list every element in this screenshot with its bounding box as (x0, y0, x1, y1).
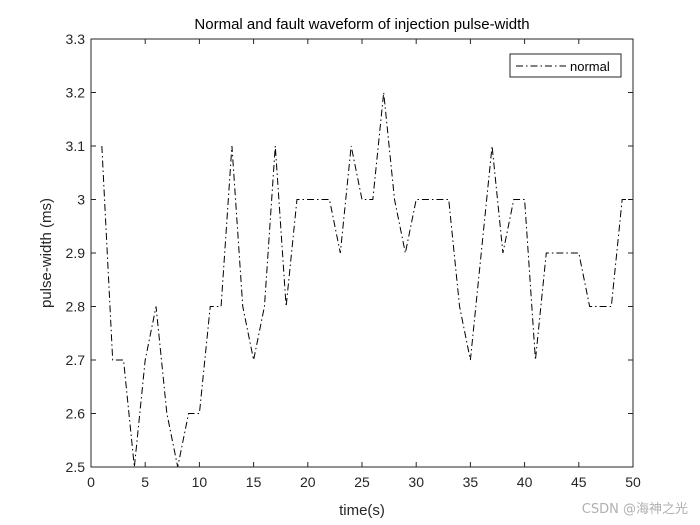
x-tick-label: 5 (141, 474, 149, 490)
y-tick-label: 3 (77, 192, 85, 208)
legend-label-normal: normal (570, 59, 610, 74)
plot-area (91, 39, 633, 467)
y-tick-label: 2.6 (66, 406, 86, 422)
y-tick-label: 2.5 (66, 459, 86, 475)
x-tick-label: 35 (463, 474, 479, 490)
x-tick-label: 40 (517, 474, 533, 490)
y-tick-label: 2.7 (66, 352, 86, 368)
x-tick-label: 0 (87, 474, 95, 490)
y-tick-labels: 2.5 2.6 2.7 2.8 2.9 3 3.1 3.2 3.3 (66, 31, 86, 475)
plot-frame (90, 38, 634, 468)
y-axis-title: pulse-width (ms) (38, 198, 55, 308)
legend: normal (509, 53, 622, 78)
x-tick-label: 45 (571, 474, 587, 490)
series-group (101, 92, 633, 468)
x-tick-label: 30 (408, 474, 424, 490)
x-tick-label: 20 (300, 474, 316, 490)
y-tick-label: 3.3 (66, 31, 86, 47)
y-tick-label: 2.8 (66, 299, 86, 315)
x-tick-label: 15 (246, 474, 262, 490)
y-tick-label: 2.9 (66, 245, 86, 261)
x-tick-label: 25 (354, 474, 370, 490)
x-tick-label: 50 (625, 474, 641, 490)
chart-title: Normal and fault waveform of injection p… (194, 16, 529, 33)
x-axis-title: time(s) (339, 502, 385, 519)
x-tick-labels: 0 5 10 15 20 25 30 35 40 45 50 (87, 474, 641, 490)
y-tick-label: 3.2 (66, 85, 86, 101)
x-tick-label: 10 (192, 474, 208, 490)
series-line-normal (101, 92, 633, 468)
y-tick-label: 3.1 (66, 138, 86, 154)
watermark: CSDN @海神之光 (581, 502, 688, 517)
